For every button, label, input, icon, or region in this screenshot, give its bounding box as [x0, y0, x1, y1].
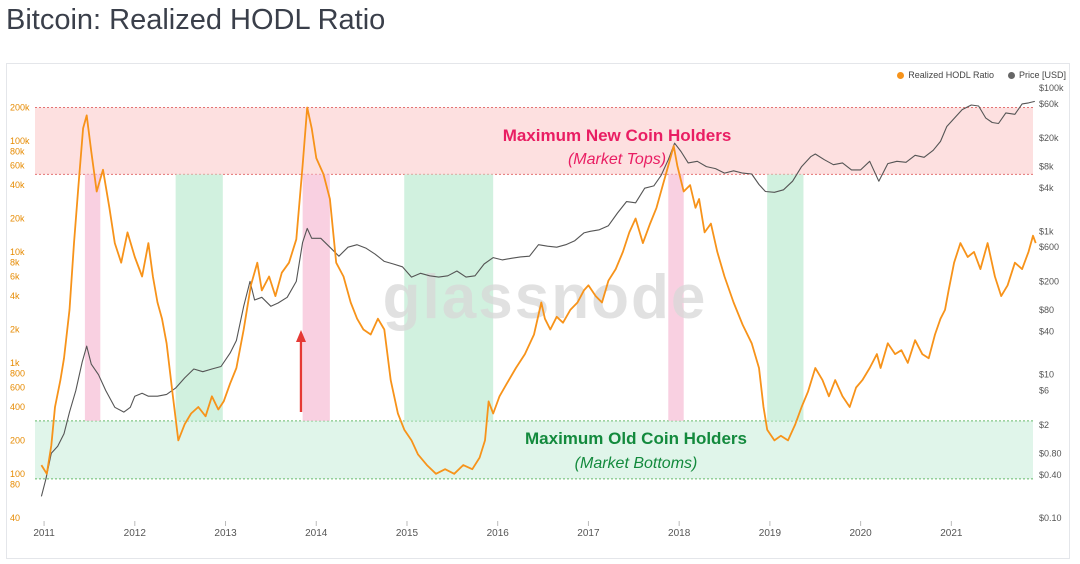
y-left-tick-label: 80	[10, 480, 20, 490]
legend-item-hodl[interactable]: Realized HODL Ratio	[897, 70, 994, 80]
y-right-tick-label: $0.40	[1039, 470, 1062, 480]
y-right-tick-label: $6	[1039, 386, 1049, 396]
y-right-tick-label: $200	[1039, 276, 1059, 286]
y-right-tick-label: $10	[1039, 370, 1054, 380]
y-left-tick-label: 60k	[10, 161, 25, 171]
x-tick-label: 2020	[849, 528, 872, 539]
x-tick-label: 2017	[577, 528, 600, 539]
y-right-tick-label: $0.10	[1039, 513, 1062, 523]
x-tick-label: 2015	[396, 528, 419, 539]
y-left-tick-label: 80k	[10, 147, 25, 157]
band-top	[35, 107, 1033, 175]
x-tick-label: 2021	[940, 528, 963, 539]
span-pink-0	[84, 174, 101, 421]
y-left-tick-label: 800	[10, 369, 25, 379]
legend-price-label: Price [USD]	[1018, 70, 1066, 80]
x-tick-label: 2013	[214, 528, 237, 539]
y-right-tick-label: $60k	[1039, 99, 1059, 109]
annotations-layer: Maximum New Coin Holders (Market Tops) M…	[503, 126, 747, 472]
chart-frame	[6, 63, 1070, 559]
y-left-tick-label: 200	[10, 435, 25, 445]
span-pink-4	[668, 174, 684, 421]
legend-hodl-label: Realized HODL Ratio	[908, 70, 994, 80]
y-left-tick-label: 10k	[10, 247, 25, 257]
y-left-tick-label: 2k	[10, 324, 20, 334]
y-right-tick-label: $0.80	[1039, 448, 1062, 458]
y-left-tick-label: 400	[10, 402, 25, 412]
page-title: Bitcoin: Realized HODL Ratio	[6, 4, 386, 36]
x-tick-label: 2012	[124, 528, 147, 539]
annotation-top-title: Maximum New Coin Holders	[503, 126, 732, 145]
span-green-1	[175, 174, 223, 421]
y-right-tick-label: $8k	[1039, 162, 1054, 172]
y-left-tick-label: 4k	[10, 291, 20, 301]
watermark-layer: glassnode	[383, 263, 708, 332]
x-tick-label: 2014	[305, 528, 328, 539]
y-right-tick-label: $20k	[1039, 133, 1059, 143]
y-left-tick-label: 8k	[10, 258, 20, 268]
span-pink-2	[302, 174, 330, 421]
annotation-bottom-title: Maximum Old Coin Holders	[525, 429, 747, 448]
y-left-tick-label: 20k	[10, 214, 25, 224]
legend-hodl-swatch	[897, 71, 905, 79]
x-tick-label: 2018	[668, 528, 691, 539]
spans-layer	[84, 174, 804, 421]
annotation-top-subtitle: (Market Tops)	[568, 151, 666, 168]
y-left-tick-label: 100k	[10, 136, 30, 146]
y-right-tick-label: $4k	[1039, 183, 1054, 193]
y-left-tick-label: 200k	[10, 103, 30, 113]
y-right-tick-label: $40	[1039, 327, 1054, 337]
y-right-tick-label: $80	[1039, 305, 1054, 315]
lines-layer	[40, 100, 1037, 497]
x-tick-label: 2011	[33, 528, 55, 539]
legend-price-swatch	[1007, 71, 1015, 79]
y-right-tick-label: $600	[1039, 242, 1059, 252]
red-arrow-icon	[296, 330, 306, 412]
watermark: glassnode	[383, 263, 708, 332]
y-right-tick-label: $100k	[1039, 83, 1064, 93]
series-line-hodl-ratio	[40, 106, 1037, 475]
y-left-tick-label: 6k	[10, 272, 20, 282]
chart-legend: Realized HODL Ratio Price [USD]	[897, 70, 1066, 80]
span-green-5	[767, 174, 804, 421]
y-right-tick-label: $2	[1039, 420, 1049, 430]
y-left-tick-label: 100	[10, 469, 25, 479]
legend-item-price[interactable]: Price [USD]	[1007, 70, 1066, 80]
y-left-tick-label: 40k	[10, 180, 25, 190]
series-line-price	[40, 100, 1035, 497]
band-bottom	[35, 420, 1033, 479]
y-left-tick-label: 1k	[10, 358, 20, 368]
x-tick-label: 2019	[759, 528, 782, 539]
x-tick-label: 2016	[487, 528, 510, 539]
span-green-3	[404, 174, 494, 421]
bands-layer	[35, 107, 1033, 480]
annotation-bottom-subtitle: (Market Bottoms)	[575, 455, 698, 472]
y-left-tick-label: 40	[10, 513, 20, 523]
y-right-tick-label: $1k	[1039, 226, 1054, 236]
y-left-tick-label: 600	[10, 382, 25, 392]
